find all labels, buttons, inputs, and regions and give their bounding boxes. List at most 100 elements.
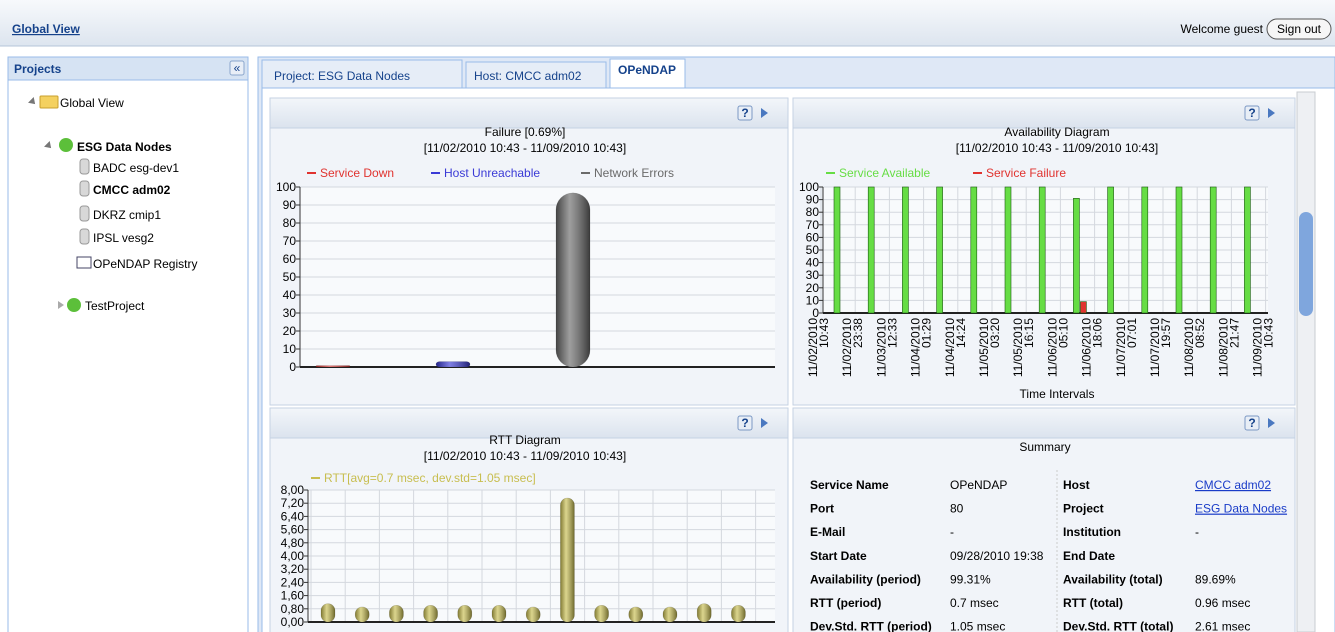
y-tick-label: 10 (283, 342, 297, 356)
y-tick-label: 10 (806, 293, 820, 307)
x-tick-time: 16:15 (1022, 318, 1036, 348)
bar-shade (628, 606, 643, 622)
x-tick-time: 07:01 (1125, 318, 1139, 348)
field-label: Dev.Std. RTT (total) (1063, 620, 1173, 632)
x-tick-date: 11/05/2010 (977, 318, 991, 377)
help-button[interactable] (737, 415, 753, 431)
y-tick-label: 5,60 (281, 523, 305, 537)
bar-shade (526, 606, 541, 622)
expand-arrow[interactable] (761, 418, 768, 428)
expander[interactable] (44, 141, 54, 151)
bar (1080, 301, 1087, 314)
bar-shade (731, 605, 746, 622)
expander[interactable] (58, 301, 64, 309)
field-label: Port (810, 502, 834, 516)
scroll-thumb[interactable] (1299, 212, 1313, 316)
y-tick-label: 20 (806, 281, 820, 295)
expand-arrow[interactable] (1268, 418, 1275, 428)
y-tick-label: 40 (283, 288, 297, 302)
host-item[interactable]: OPeNDAP Registry (93, 257, 197, 271)
bar (1175, 186, 1183, 314)
x-tick-time: 18:06 (1091, 318, 1105, 348)
field-value: 1.05 msec (950, 620, 1005, 632)
x-tick-time: 03:20 (988, 318, 1002, 348)
tab[interactable] (261, 59, 463, 89)
x-tick-date: 11/09/2010 (1251, 318, 1265, 377)
tab[interactable] (465, 61, 607, 89)
field-value: OPeNDAP (950, 478, 1007, 492)
x-tick-time: 10:43 (817, 318, 831, 348)
sign-out-button[interactable] (1266, 18, 1332, 40)
tree-root[interactable]: Global View (60, 96, 124, 110)
portlet-header (269, 97, 789, 129)
tab-label[interactable]: OPeNDAP (618, 63, 676, 77)
x-tick-date: 11/04/2010 (943, 318, 957, 377)
x-tick-time: 21:47 (1227, 318, 1241, 348)
scrollbar[interactable] (1296, 91, 1316, 632)
field-label: Availability (period) (810, 572, 921, 586)
y-tick-label: 100 (276, 180, 296, 194)
field-value: 0.7 msec (950, 596, 999, 610)
bar-shade (423, 605, 438, 622)
tree-project[interactable]: TestProject (85, 299, 145, 313)
collapse-button[interactable] (229, 60, 245, 76)
help-icon[interactable]: ? (741, 106, 748, 120)
expander[interactable] (28, 97, 38, 107)
y-tick-label: 40 (806, 256, 820, 270)
legend-label: Service Down (320, 166, 394, 180)
help-icon[interactable]: ? (1248, 106, 1255, 120)
tab-label[interactable]: Host: CMCC adm02 (474, 69, 582, 83)
help-icon[interactable]: ? (741, 416, 748, 430)
top-bar (0, 0, 1335, 46)
y-tick-label: 8,00 (281, 483, 305, 497)
help-button[interactable] (1244, 415, 1260, 431)
host-item[interactable]: IPSL vesg2 (93, 231, 154, 245)
y-tick-label: 2,40 (281, 575, 305, 589)
x-tick-time: 23:38 (851, 318, 865, 348)
field-value: - (950, 525, 954, 539)
bar (867, 186, 875, 314)
field-value: 09/28/2010 19:38 (950, 549, 1044, 563)
host-icon (79, 180, 90, 197)
y-tick-label: 0 (812, 306, 819, 320)
tab-label[interactable]: Project: ESG Data Nodes (274, 69, 410, 83)
tree-project[interactable]: ESG Data Nodes (77, 140, 172, 154)
y-tick-label: 80 (283, 216, 297, 230)
portlet-header (269, 407, 789, 439)
y-tick-label: 3,20 (281, 562, 305, 576)
field-label: Host (1063, 478, 1090, 492)
sidebar-header (7, 56, 249, 81)
host-icon (79, 205, 90, 222)
bar-shade (436, 361, 470, 367)
bar (1141, 186, 1149, 314)
host-item[interactable]: CMCC adm02 (93, 183, 171, 197)
y-tick-label: 90 (283, 198, 297, 212)
expand-arrow[interactable] (761, 108, 768, 118)
field-value[interactable]: ESG Data Nodes (1195, 502, 1287, 516)
help-button[interactable] (737, 105, 753, 121)
y-tick-label: 30 (283, 306, 297, 320)
y-tick-label: 0 (289, 360, 296, 374)
bar-shade (389, 605, 404, 622)
help-button[interactable] (1244, 105, 1260, 121)
field-label: Institution (1063, 525, 1121, 539)
global-view-link[interactable]: Global View (12, 22, 80, 36)
y-tick-label: 70 (806, 218, 820, 232)
expand-arrow[interactable] (1268, 108, 1275, 118)
collapse-icon[interactable]: « (234, 61, 241, 75)
host-item[interactable]: BADC esg-dev1 (93, 161, 179, 175)
y-tick-label: 20 (283, 324, 297, 338)
chart-title: Availability Diagram (1004, 125, 1109, 139)
help-icon[interactable]: ? (1248, 416, 1255, 430)
x-tick-date: 11/08/2010 (1182, 318, 1196, 377)
host-item[interactable]: DKRZ cmip1 (93, 208, 161, 222)
x-tick-date: 11/08/2010 (1216, 318, 1230, 377)
x-tick-date: 11/02/2010 (840, 318, 854, 377)
x-tick-time: 14:24 (954, 318, 968, 348)
sign-out-label[interactable]: Sign out (1277, 22, 1322, 36)
field-value[interactable]: CMCC adm02 (1195, 478, 1271, 492)
x-axis-label: Time Intervals (1020, 387, 1095, 401)
field-label: RTT (period) (810, 596, 881, 610)
bar (1107, 186, 1114, 314)
